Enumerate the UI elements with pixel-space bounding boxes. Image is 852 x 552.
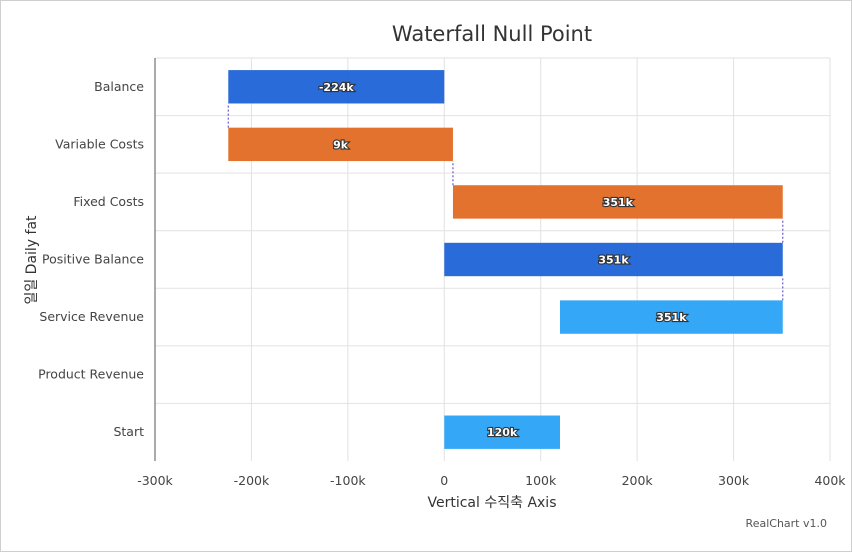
bar-start xyxy=(444,415,560,449)
bar-service-revenue xyxy=(560,300,783,334)
y-axis-title: 일일 Daily fat xyxy=(24,215,40,305)
category-label: Balance xyxy=(94,79,144,94)
x-tick-label: 200k xyxy=(622,473,654,488)
category-label: Service Revenue xyxy=(39,309,144,324)
x-tick-label: 300k xyxy=(718,473,750,488)
bar-balance xyxy=(228,70,445,104)
chart-title: Waterfall Null Point xyxy=(392,22,592,46)
data-label: 351k xyxy=(598,254,629,267)
category-label: Fixed Costs xyxy=(73,194,144,209)
data-label: 9k xyxy=(333,138,349,151)
category-label: Start xyxy=(113,424,144,439)
bars xyxy=(228,70,783,449)
x-tick-label: 0 xyxy=(440,473,448,488)
category-label: Product Revenue xyxy=(38,367,144,382)
data-label: 120k xyxy=(487,426,518,439)
x-tick-label: -100k xyxy=(330,473,366,488)
category-axis: Start Product Revenue Service Revenue Posit… xyxy=(38,58,156,461)
data-label: 351k xyxy=(603,196,634,209)
category-label: Positive Balance xyxy=(42,252,144,267)
x-tick-label: -300k xyxy=(137,473,173,488)
credit-label: RealChart v1.0 xyxy=(746,517,827,530)
bar-labels: 120k 351k 351k 351k 9k -224k xyxy=(318,80,689,441)
value-axis: -300k -200k -100k 0 100k 200k 300k 400k xyxy=(137,473,846,488)
grid xyxy=(155,57,831,461)
x-axis-title: Vertical 수직축 Axis xyxy=(428,495,557,511)
bar-positive-balance xyxy=(444,242,783,277)
bar-fixed-costs xyxy=(452,185,783,219)
x-tick-label: -200k xyxy=(234,473,270,488)
data-label: -224k xyxy=(319,81,355,94)
bar-variable-costs xyxy=(228,127,453,162)
category-label: Variable Costs xyxy=(55,136,144,151)
x-tick-label: 400k xyxy=(814,473,846,488)
connectors xyxy=(227,103,784,301)
x-tick-label: 100k xyxy=(525,473,557,488)
data-label: 351k xyxy=(656,311,687,324)
